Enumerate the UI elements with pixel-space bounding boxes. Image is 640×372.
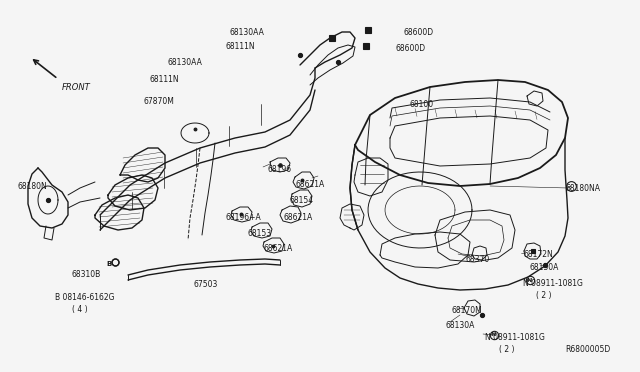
Text: 68111N: 68111N bbox=[225, 42, 255, 51]
Text: 68196: 68196 bbox=[268, 165, 292, 174]
Text: 68180NA: 68180NA bbox=[565, 184, 600, 193]
Text: N: N bbox=[490, 333, 496, 337]
Text: B 08146-6162G: B 08146-6162G bbox=[55, 293, 115, 302]
Text: N 08911-1081G: N 08911-1081G bbox=[523, 279, 583, 288]
Text: R6800005D: R6800005D bbox=[565, 345, 611, 354]
Text: 68600D: 68600D bbox=[403, 28, 433, 37]
Text: 68154: 68154 bbox=[290, 196, 314, 205]
Text: 68130AA: 68130AA bbox=[168, 58, 203, 67]
Text: 68180N: 68180N bbox=[18, 182, 48, 191]
Text: 68621A: 68621A bbox=[283, 213, 312, 222]
Text: 68600D: 68600D bbox=[396, 44, 426, 53]
Text: 68172N: 68172N bbox=[524, 250, 554, 259]
Text: 68130A: 68130A bbox=[445, 321, 474, 330]
Text: 67503: 67503 bbox=[194, 280, 218, 289]
Text: ( 2 ): ( 2 ) bbox=[536, 291, 552, 300]
Text: 68370: 68370 bbox=[465, 255, 489, 264]
Text: 68130A: 68130A bbox=[530, 263, 559, 272]
Text: 67870M: 67870M bbox=[143, 97, 174, 106]
Text: N 08911-1081G: N 08911-1081G bbox=[485, 333, 545, 342]
Text: ( 4 ): ( 4 ) bbox=[72, 305, 88, 314]
Text: 68310B: 68310B bbox=[72, 270, 101, 279]
Text: 68621A: 68621A bbox=[295, 180, 324, 189]
Text: ( 2 ): ( 2 ) bbox=[499, 345, 515, 354]
Text: 68170M: 68170M bbox=[452, 306, 483, 315]
Text: N: N bbox=[526, 278, 532, 282]
Text: FRONT: FRONT bbox=[62, 83, 91, 92]
Text: 68153: 68153 bbox=[248, 229, 272, 238]
Text: 68100: 68100 bbox=[410, 100, 434, 109]
Text: 68196+A: 68196+A bbox=[226, 213, 262, 222]
Text: 68130AA: 68130AA bbox=[230, 28, 265, 37]
Text: B: B bbox=[106, 261, 111, 267]
Text: 68111N: 68111N bbox=[150, 75, 180, 84]
Text: 68621A: 68621A bbox=[264, 244, 293, 253]
